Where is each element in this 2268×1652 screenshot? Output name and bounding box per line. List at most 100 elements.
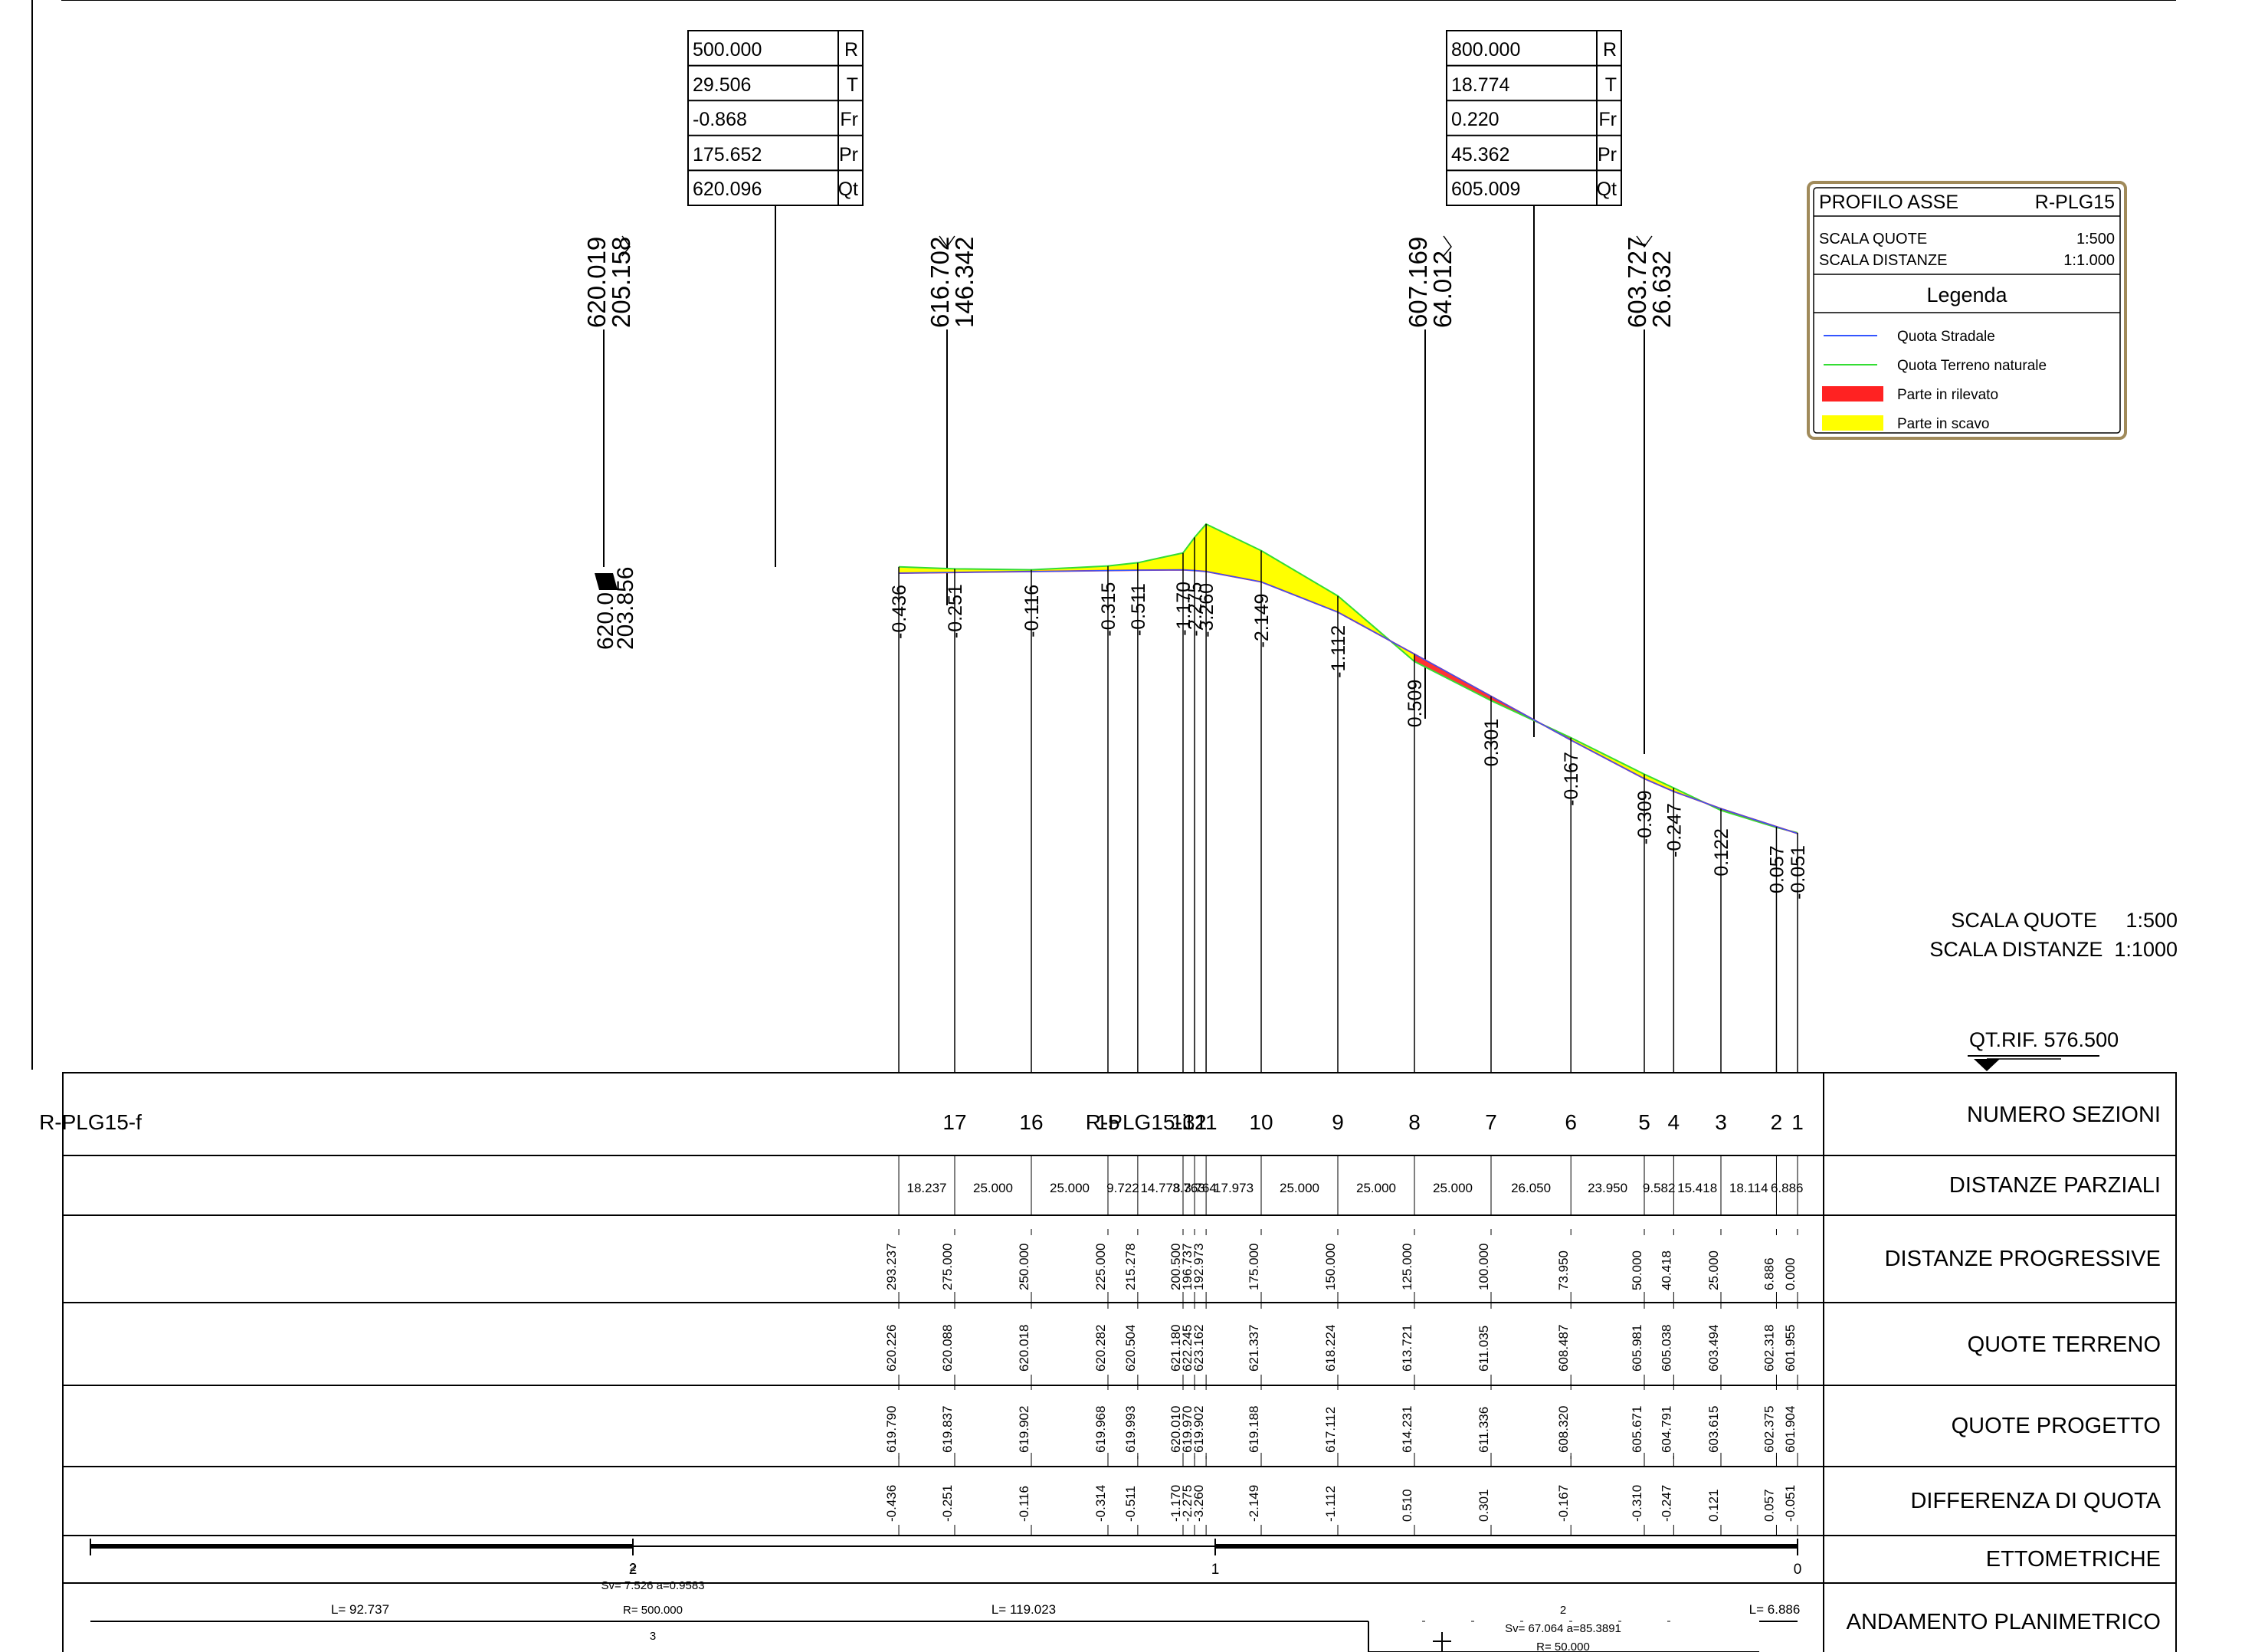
elevation-difference: -0.251 xyxy=(940,1485,955,1522)
progressive-distance: 196.737 xyxy=(1180,1244,1195,1290)
vc2-label-Fr: Fr xyxy=(1598,109,1617,130)
elevation-difference: -0.116 xyxy=(1017,1486,1031,1522)
design-elevation: 619.993 xyxy=(1123,1406,1138,1453)
design-elevation: 617.112 xyxy=(1323,1407,1338,1453)
vc2-value-Qt: 605.009 xyxy=(1451,179,1520,200)
partial-distance: 14.778 xyxy=(1140,1181,1180,1195)
partial-distance: 9.722 xyxy=(1106,1181,1139,1195)
partial-distance: 3.764 xyxy=(1184,1181,1217,1195)
plan-seg2: L= 119.023 xyxy=(991,1602,1056,1617)
legend-label: Parte in rilevato xyxy=(1897,387,1998,403)
partial-distance: 17.973 xyxy=(1214,1181,1254,1195)
row-label-ettometriche: ETTOMETRICHE xyxy=(1986,1547,2161,1572)
profile-diff-label: 0.122 xyxy=(1711,828,1732,877)
tangent-point-4: 603.727 26.632 xyxy=(1623,235,1676,754)
design-grade-line xyxy=(899,569,1798,834)
row-label-distanze-progressive: DISTANZE PROGRESSIVE xyxy=(1885,1247,2161,1271)
terrain-elevation: 623.162 xyxy=(1191,1325,1206,1372)
design-elevation: 620.010 xyxy=(1168,1406,1183,1453)
plan-seg1: L= 92.737 xyxy=(331,1602,389,1617)
legend-label: Quota Terreno naturale xyxy=(1897,358,2047,374)
profile-diff-label: -0.309 xyxy=(1634,790,1656,844)
progressive-distance: 125.000 xyxy=(1400,1244,1414,1290)
tangent-4-quota: 603.727 xyxy=(1623,237,1651,328)
row-label-quote-progetto: QUOTE PROGETTO xyxy=(1952,1414,2161,1438)
elevation-difference: 0.121 xyxy=(1706,1489,1721,1522)
design-elevation: 605.671 xyxy=(1630,1406,1644,1453)
plan-curve1-b: R= 500.000 xyxy=(623,1604,683,1617)
plan-curve1-num2: 3 xyxy=(650,1630,656,1643)
tangent-1-quota: 620.019 xyxy=(582,237,611,328)
elevation-difference: 0.510 xyxy=(1400,1489,1414,1522)
terrain-elevation: 618.224 xyxy=(1323,1325,1338,1372)
legend-scale-dist-label: SCALA DISTANZE xyxy=(1819,252,1947,269)
row-label-andamento-planimetrico: ANDAMENTO PLANIMETRICO xyxy=(1847,1610,2161,1634)
vc1-label-Fr: Fr xyxy=(840,109,858,130)
profile-diff-label: -0.436 xyxy=(889,585,910,639)
elevation-difference: -0.436 xyxy=(884,1485,899,1522)
vertical-curve-box-1: 500.000 R 29.506 T -0.868 Fr 175.652 Pr … xyxy=(687,30,864,206)
profile-diff-label: 0.509 xyxy=(1404,680,1426,728)
profile-diff-label: -0.251 xyxy=(945,584,966,638)
plan-curve1-num: 2 xyxy=(630,1561,636,1574)
vc1-value-Fr: -0.868 xyxy=(693,109,747,130)
vc1-value-Pr: 175.652 xyxy=(693,144,762,166)
ettometriche-bar: 2 1 0 xyxy=(90,1539,1801,1578)
progressive-distance: 175.000 xyxy=(1247,1244,1261,1290)
progressive-distance: 100.000 xyxy=(1476,1244,1491,1290)
section-number: 6 xyxy=(1565,1110,1577,1134)
partial-distance: 18.114 xyxy=(1729,1181,1768,1195)
section-number: 13 xyxy=(1171,1110,1195,1134)
section-number: 3 xyxy=(1715,1110,1727,1134)
scavo-area xyxy=(1183,537,1195,571)
terrain-elevation: 620.018 xyxy=(1017,1325,1031,1372)
reference-level: QT.RIF. 576.500 xyxy=(1969,1028,2119,1051)
section-number: 5 xyxy=(1638,1110,1650,1134)
progressive-distance: 150.000 xyxy=(1323,1244,1338,1290)
terrain-elevation: 621.337 xyxy=(1247,1325,1261,1372)
profile-table: NUMERO SEZIONI DISTANZE PARZIALI DISTANZ… xyxy=(39,1072,2177,1652)
partial-distance: 25.000 xyxy=(973,1181,1013,1195)
terrain-elevation: 620.282 xyxy=(1093,1325,1108,1372)
scale-note-line2: SCALA DISTANZE 1:1000 xyxy=(1929,938,2178,961)
profile-lines xyxy=(899,523,1798,834)
progressive-distance: 50.000 xyxy=(1630,1250,1644,1290)
section-number: 8 xyxy=(1408,1110,1421,1134)
legend-scale-quote-label: SCALA QUOTE xyxy=(1819,231,1927,247)
profile-diff-label: -3.260 xyxy=(1196,583,1218,638)
section-number: R-PLG15-f xyxy=(39,1110,142,1134)
elevation-difference: -0.310 xyxy=(1630,1485,1644,1522)
profile-diff-label: -1.170 xyxy=(1173,582,1195,636)
vertex-overlap-marker: 620.0 203.856 xyxy=(593,567,638,650)
plan-curve1-a: Sv= 7.526 a=0.9583 xyxy=(601,1579,704,1592)
progressive-distance: 192.973 xyxy=(1191,1244,1206,1290)
ettometrica-2: 2 xyxy=(629,1562,637,1578)
section-number: 1 xyxy=(1791,1110,1804,1134)
terrain-elevation: 622.245 xyxy=(1180,1325,1195,1372)
partial-distance: 23.950 xyxy=(1588,1181,1627,1195)
elevation-difference: -3.260 xyxy=(1191,1485,1206,1522)
tangent-3-quota: 607.169 xyxy=(1404,237,1432,328)
plan-curve2-num: 2 xyxy=(1560,1604,1566,1617)
design-elevation: 619.837 xyxy=(940,1406,955,1453)
elevation-difference: -2.149 xyxy=(1247,1485,1261,1522)
terrain-elevation: 608.487 xyxy=(1556,1325,1571,1372)
vc1-value-Qt: 620.096 xyxy=(693,179,762,200)
profile-diff-label: -0.247 xyxy=(1663,803,1685,857)
terrain-elevation: 602.318 xyxy=(1762,1325,1776,1372)
vc2-value-Fr: 0.220 xyxy=(1451,109,1499,130)
progressive-distance: 293.237 xyxy=(884,1244,899,1290)
terrain-elevation: 620.504 xyxy=(1123,1325,1138,1372)
progressive-distance: 40.418 xyxy=(1659,1250,1673,1290)
profile-difference-labels: -0.436 -0.251 -0.116 -0.315 -0.511 -1.170-2.2… xyxy=(889,582,1809,900)
vertex-overlap-quota: 620.0 xyxy=(593,592,618,650)
legend-scale-quote-value: 1:500 xyxy=(2076,231,2115,247)
progressive-distance: 200.500 xyxy=(1168,1244,1183,1290)
design-elevation: 619.902 xyxy=(1191,1406,1206,1453)
section-number: 2 xyxy=(1771,1110,1783,1134)
vc2-value-R: 800.000 xyxy=(1451,39,1520,61)
profile-diff-label: -0.167 xyxy=(1561,752,1582,806)
progressive-distance: 73.950 xyxy=(1556,1250,1571,1290)
row-label-numero-sezioni: NUMERO SEZIONI xyxy=(1967,1103,2161,1127)
andamento-planimetrico: L= 92.737 2 Sv= 7.526 a=0.9583 R= 500.00… xyxy=(90,1561,1800,1652)
